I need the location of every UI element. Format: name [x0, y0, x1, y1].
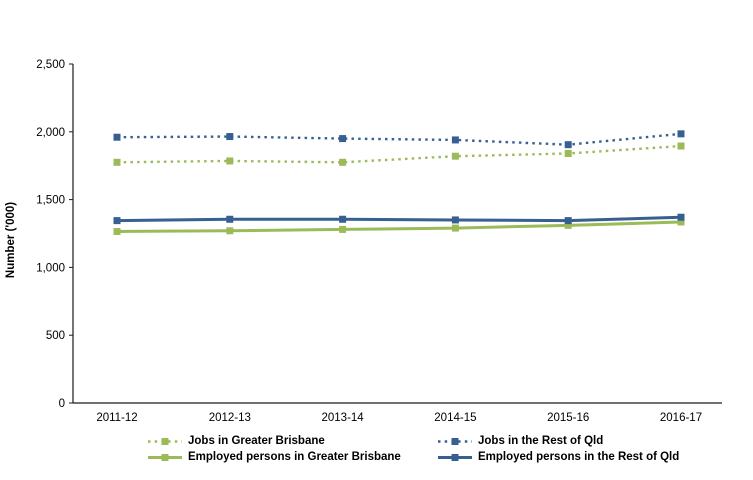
data-point-marker: [451, 216, 459, 224]
data-point-marker: [677, 142, 685, 150]
data-point-marker: [677, 213, 685, 221]
series-line-2: [116, 220, 682, 233]
legend-label: Jobs in Greater Brisbane: [188, 435, 325, 447]
data-point-marker: [451, 152, 459, 160]
series-line-0: [116, 144, 682, 164]
y-tick-label: 1,000: [36, 262, 65, 274]
data-point-marker: [113, 227, 121, 235]
legend-label: Employed persons in Greater Brisbane: [188, 451, 401, 463]
y-tick-label: 1,500: [36, 195, 65, 207]
data-point-marker: [451, 224, 459, 232]
data-point-marker: [339, 158, 347, 166]
legend-item-jobs-rest-of-qld: Jobs in the Rest of Qld: [438, 435, 604, 448]
legend-item-employed-greater-brisbane: Employed persons in Greater Brisbane: [148, 451, 401, 464]
data-point-marker: [226, 133, 234, 141]
legend-marker: [451, 454, 459, 462]
legend-marker: [161, 454, 169, 462]
data-point-marker: [226, 215, 234, 223]
solid-line-swatch-icon: [438, 454, 472, 462]
legend-label: Jobs in the Rest of Qld: [478, 435, 604, 447]
x-tick-label: 2013-14: [321, 412, 364, 424]
data-point-marker: [677, 130, 685, 138]
x-tick-label: 2014-15: [434, 412, 476, 424]
y-tick-label: 0: [59, 398, 65, 410]
data-point-marker: [113, 158, 121, 166]
data-point-marker: [564, 221, 572, 229]
x-tick-label: 2015-16: [547, 412, 589, 424]
legend-marker: [161, 438, 169, 446]
x-tick-label: 2011-12: [96, 412, 137, 424]
dotted-line-swatch-icon: [438, 438, 472, 446]
y-tick-label: 500: [46, 330, 65, 342]
data-point-marker: [339, 135, 347, 143]
x-tick-label: 2012-13: [209, 412, 251, 424]
x-tick-label: 2016-17: [660, 412, 702, 424]
series-line-1: [116, 132, 682, 146]
data-point-marker: [677, 218, 685, 226]
data-point-marker: [113, 217, 121, 225]
data-point-marker: [451, 136, 459, 144]
legend-item-employed-rest-of-qld: Employed persons in the Rest of Qld: [438, 451, 680, 464]
data-point-marker: [564, 217, 572, 225]
data-point-marker: [226, 157, 234, 165]
series-line-3: [116, 215, 682, 223]
data-point-marker: [339, 225, 347, 233]
y-axis-title: Number ('000): [5, 201, 17, 279]
legend-label: Employed persons in the Rest of Qld: [478, 451, 680, 463]
y-tick-label: 2,000: [36, 127, 65, 139]
data-point-marker: [226, 227, 234, 235]
legend-item-jobs-greater-brisbane: Jobs in Greater Brisbane: [148, 435, 325, 448]
y-tick-label: 2,500: [36, 59, 65, 71]
data-point-marker: [113, 133, 121, 141]
legend-marker: [451, 438, 459, 446]
solid-line-swatch-icon: [148, 454, 182, 462]
data-point-marker: [564, 149, 572, 157]
data-point-marker: [339, 215, 347, 223]
dotted-line-swatch-icon: [148, 438, 182, 446]
data-point-marker: [564, 141, 572, 149]
